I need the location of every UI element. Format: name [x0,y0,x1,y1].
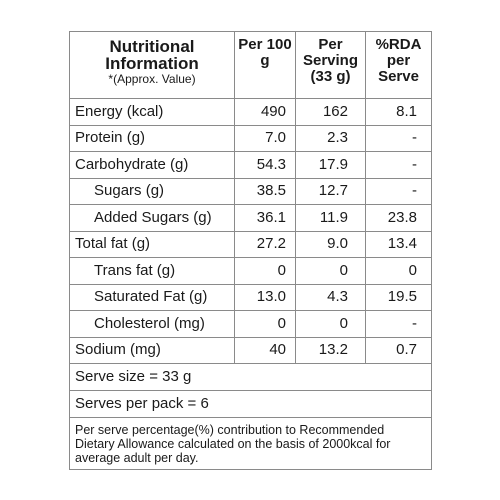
per-serving-value: 12.7 [295,177,366,205]
table-row: Saturated Fat (g) 13.0 4.3 19.5 [69,283,432,311]
serves-per-pack: Serves per pack = 6 [69,390,432,418]
per-serving-value: 0 [295,257,366,285]
row-label: Trans fat (g) [69,257,235,285]
rda-value: - [365,124,432,152]
serve-size-row: Serve size = 33 g [69,363,432,391]
row-label: Energy (kcal) [69,98,235,126]
table-row: Trans fat (g) 0 0 0 [69,257,432,285]
header-per-100g: Per 100 g [234,31,296,99]
row-label: Total fat (g) [69,230,235,258]
header-row: Nutritional Information *(Approx. Value)… [69,31,432,99]
header-rda-per-serve: %RDA per Serve [365,31,432,99]
table-row: Sodium (mg) 40 13.2 0.7 [69,336,432,364]
row-label: Cholesterol (mg) [69,310,235,338]
footnote: Per serve percentage(%) contribution to … [69,417,432,470]
per-100g-value: 54.3 [234,151,296,179]
rda-value: - [365,151,432,179]
rda-value: 19.5 [365,283,432,311]
per-serving-value: 0 [295,310,366,338]
header-nutritional-information: Nutritional Information *(Approx. Value) [69,31,235,99]
per-serving-value: 11.9 [295,204,366,232]
table-row: Total fat (g) 27.2 9.0 13.4 [69,230,432,258]
per-100g-value: 27.2 [234,230,296,258]
table-row: Carbohydrate (g) 54.3 17.9 - [69,151,432,179]
rda-value: - [365,310,432,338]
nutrition-table: Nutritional Information *(Approx. Value)… [69,31,432,470]
per-100g-value: 38.5 [234,177,296,205]
rda-value: 13.4 [365,230,432,258]
row-label: Sugars (g) [69,177,235,205]
row-label: Saturated Fat (g) [69,283,235,311]
per-serving-value: 17.9 [295,151,366,179]
rda-value: 23.8 [365,204,432,232]
table-row: Protein (g) 7.0 2.3 - [69,124,432,152]
per-serving-value: 4.3 [295,283,366,311]
per-100g-value: 40 [234,336,296,364]
table-row: Sugars (g) 38.5 12.7 - [69,177,432,205]
per-100g-value: 0 [234,257,296,285]
per-100g-value: 0 [234,310,296,338]
serves-per-pack-row: Serves per pack = 6 [69,390,432,418]
per-serving-value: 2.3 [295,124,366,152]
table-row: Energy (kcal) 490 162 8.1 [69,98,432,126]
header-title: Nutritional Information [105,37,199,73]
header-approx-note: *(Approx. Value) [108,72,196,86]
table-row: Added Sugars (g) 36.1 11.9 23.8 [69,204,432,232]
per-100g-value: 490 [234,98,296,126]
per-100g-value: 13.0 [234,283,296,311]
rda-value: - [365,177,432,205]
row-label: Sodium (mg) [69,336,235,364]
table-row: Cholesterol (mg) 0 0 - [69,310,432,338]
per-100g-value: 7.0 [234,124,296,152]
rda-value: 8.1 [365,98,432,126]
per-serving-value: 9.0 [295,230,366,258]
rda-value: 0.7 [365,336,432,364]
serve-size: Serve size = 33 g [69,363,432,391]
row-label: Protein (g) [69,124,235,152]
per-serving-value: 13.2 [295,336,366,364]
rda-value: 0 [365,257,432,285]
per-serving-value: 162 [295,98,366,126]
row-label: Added Sugars (g) [69,204,235,232]
row-label: Carbohydrate (g) [69,151,235,179]
header-per-serving: Per Serving (33 g) [295,31,366,99]
per-100g-value: 36.1 [234,204,296,232]
footnote-row: Per serve percentage(%) contribution to … [69,417,432,470]
